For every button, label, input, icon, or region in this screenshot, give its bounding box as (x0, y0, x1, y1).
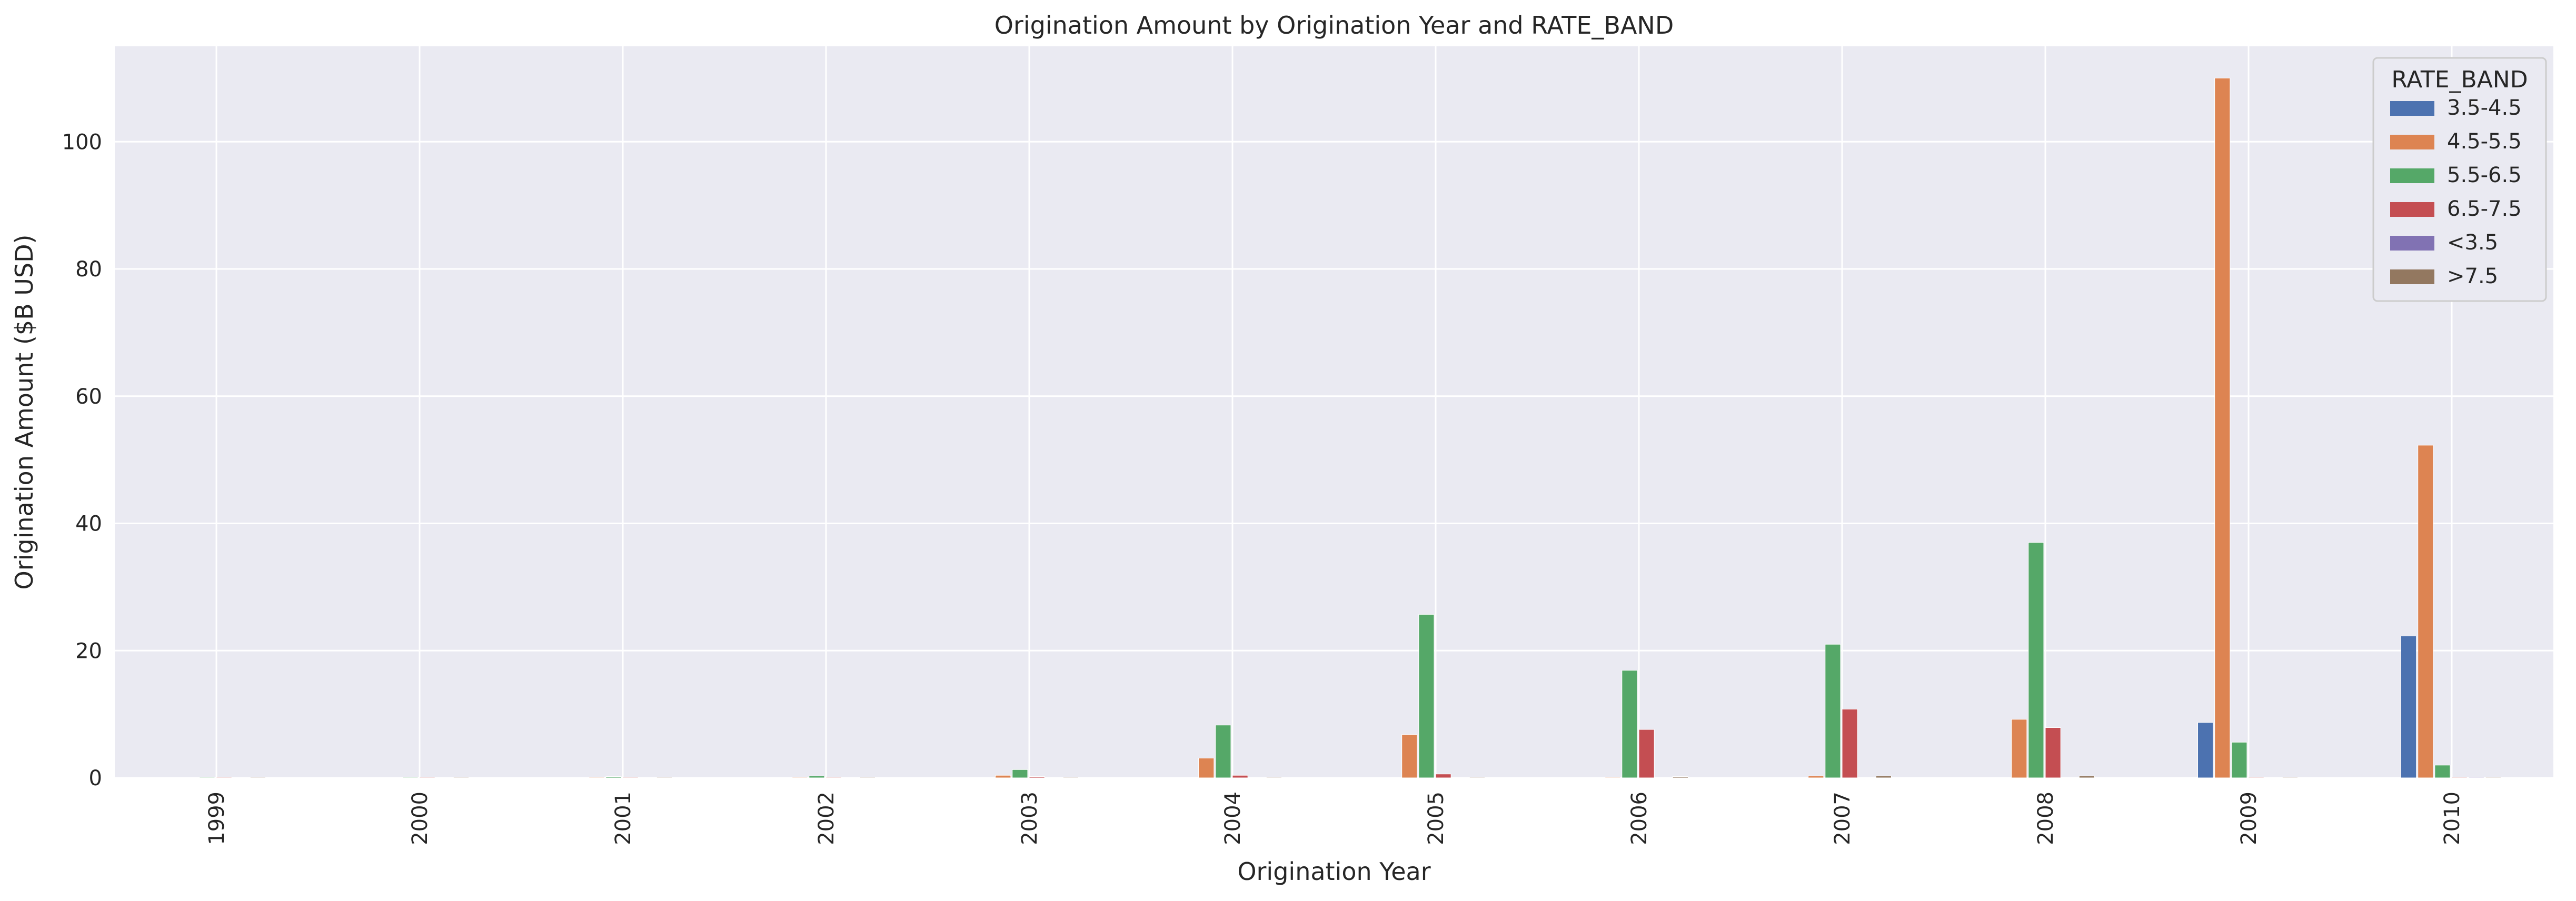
x-tick-label: 2000 (408, 792, 432, 845)
bar-6.5-7.5-2010 (2451, 777, 2468, 778)
bar-6.5-7.5-2007 (1842, 709, 1858, 778)
bar->7.5-2003 (1062, 777, 1079, 778)
bar-6.5-7.5-2000 (419, 777, 435, 778)
bar-5.5-6.5-2006 (1622, 670, 1638, 778)
y-axis-label: Origination Amount ($B USD) (10, 235, 38, 590)
legend-label: 6.5-7.5 (2447, 197, 2522, 221)
bar->7.5-1999 (250, 777, 266, 778)
x-tick-label: 2001 (611, 792, 635, 845)
bar-6.5-7.5-2003 (1029, 776, 1045, 778)
bar->7.5-2005 (1469, 777, 1486, 778)
x-tick-label: 2003 (1018, 792, 1042, 845)
legend-label: <3.5 (2447, 231, 2498, 255)
x-tick-label: 2009 (2237, 792, 2261, 845)
legend-label: >7.5 (2447, 264, 2498, 288)
legend-swatch (2390, 101, 2434, 116)
bar-5.5-6.5-2002 (809, 775, 825, 778)
bar-4.5-5.5-2008 (2011, 719, 2027, 778)
plot-background (115, 46, 2553, 778)
legend-swatch (2390, 168, 2434, 183)
x-tick-label: 2002 (814, 792, 839, 845)
bar-5.5-6.5-2005 (1418, 614, 1435, 778)
bar-6.5-7.5-2008 (2045, 727, 2061, 778)
bar-3.5-4.5-2009 (2197, 722, 2214, 778)
bar-5.5-6.5-2004 (1215, 725, 1231, 778)
y-axis-ticks: 0 20 40 60 80 100 (62, 130, 102, 790)
x-tick-label: 2005 (1424, 792, 1448, 845)
bar-4.5-5.5-2010 (2418, 445, 2434, 778)
bar-4.5-5.5-2009 (2214, 77, 2231, 778)
bar-<3.5-2010 (2468, 777, 2484, 778)
x-axis-label: Origination Year (1237, 857, 1430, 886)
bar->7.5-2004 (1266, 777, 1282, 778)
bar-5.5-6.5-2009 (2231, 742, 2247, 778)
bar-4.5-5.5-2003 (995, 775, 1011, 778)
bar-6.5-7.5-2004 (1232, 775, 1248, 778)
x-tick-label: 2008 (2034, 792, 2058, 845)
bar-4.5-5.5-2002 (792, 777, 808, 778)
y-tick-label: 100 (62, 130, 102, 154)
bar->7.5-2002 (859, 777, 876, 778)
x-tick-label: 2007 (1831, 792, 1855, 845)
bar->7.5-2008 (2078, 775, 2095, 778)
bar-5.5-6.5-1999 (199, 777, 215, 778)
y-tick-label: 20 (75, 639, 102, 663)
bar-6.5-7.5-2005 (1435, 774, 1451, 778)
bar-5.5-6.5-2008 (2028, 542, 2044, 778)
bar->7.5-2006 (1672, 776, 1689, 778)
bar->7.5-2010 (2485, 777, 2501, 778)
x-tick-label: 2006 (1627, 792, 1652, 845)
legend-label: 3.5-4.5 (2447, 96, 2522, 120)
bar-6.5-7.5-2001 (622, 777, 639, 778)
bar-5.5-6.5-2007 (1825, 644, 1841, 778)
x-tick-label: 2004 (1221, 792, 1245, 845)
legend-label: 5.5-6.5 (2447, 163, 2522, 187)
y-tick-label: 40 (75, 512, 102, 536)
chart-title: Origination Amount by Origination Year a… (994, 11, 1674, 39)
bar-5.5-6.5-2001 (605, 776, 622, 778)
grid-lines (115, 46, 2553, 779)
bar-4.5-5.5-2001 (589, 777, 605, 778)
bar->7.5-2000 (453, 777, 469, 778)
bar-6.5-7.5-2006 (1638, 729, 1655, 778)
legend-swatch (2390, 236, 2434, 251)
bar-5.5-6.5-2003 (1012, 769, 1028, 778)
legend-swatch (2390, 135, 2434, 149)
legend-title: RATE_BAND (2391, 66, 2528, 93)
bar-6.5-7.5-2002 (825, 777, 842, 778)
legend-swatch (2390, 269, 2434, 284)
bar-4.5-5.5-2007 (1808, 775, 1824, 778)
bar->7.5-2001 (656, 777, 673, 778)
bar-6.5-7.5-1999 (216, 777, 232, 778)
y-tick-label: 0 (89, 766, 102, 790)
bar-5.5-6.5-2010 (2434, 765, 2451, 778)
bars (199, 77, 2501, 778)
x-tick-label: 1999 (205, 792, 229, 845)
y-tick-label: 80 (75, 257, 102, 282)
bar->7.5-2007 (1875, 775, 1892, 778)
legend: RATE_BAND 3.5-4.5 4.5-5.5 5.5-6.5 6.5-7.5 <3… (2372, 57, 2547, 302)
bar->7.5-2009 (2282, 777, 2298, 778)
bar-4.5-5.5-2004 (1198, 758, 1215, 778)
bar-4.5-5.5-2005 (1401, 734, 1418, 778)
x-tick-label: 2010 (2440, 792, 2464, 845)
y-tick-label: 60 (75, 385, 102, 409)
x-axis-ticks: 1999 2000 2001 2002 2003 2004 2005 2006 2007 2008… (205, 792, 2464, 845)
legend-items: 3.5-4.5 4.5-5.5 5.5-6.5 6.5-7.5 <3.5 >7.5 (2390, 96, 2522, 288)
legend-label: 4.5-5.5 (2447, 129, 2522, 154)
bar-5.5-6.5-2000 (402, 777, 419, 778)
bar-6.5-7.5-2009 (2248, 777, 2264, 778)
bar-4.5-5.5-2006 (1605, 777, 1621, 778)
bar-3.5-4.5-2010 (2401, 636, 2417, 778)
legend-swatch (2390, 202, 2434, 217)
